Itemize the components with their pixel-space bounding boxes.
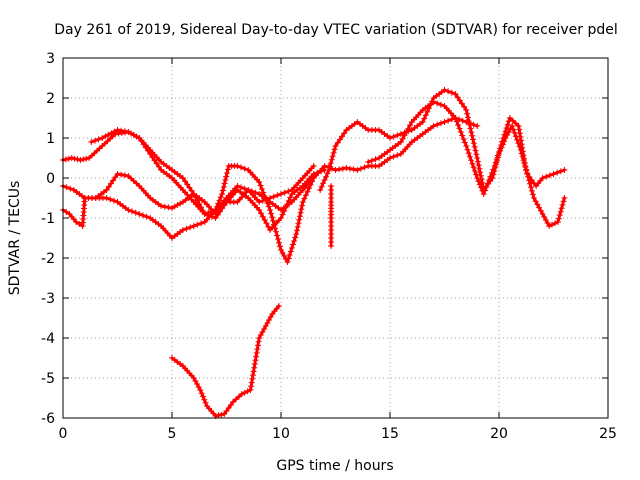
y-tick-label: 1 — [46, 131, 55, 147]
x-tick-label: 15 — [381, 426, 399, 442]
x-tick-label: 10 — [272, 426, 290, 442]
y-tick-label: -5 — [41, 371, 55, 387]
data-series — [60, 87, 568, 419]
series-markers — [169, 303, 282, 419]
y-tick-label: -3 — [41, 291, 55, 307]
series-arc-d — [60, 115, 481, 265]
axis-ticks: 0 5 10 15 20 25 -6 -5 -4 -3 -2 -1 0 1 2 3 — [41, 51, 617, 442]
plot-frame — [62, 57, 609, 419]
x-tick-label: 5 — [168, 426, 177, 442]
y-tick-label: 0 — [46, 171, 55, 187]
y-axis-label: SDTVAR / TECUs — [7, 181, 23, 296]
series-markers — [365, 99, 568, 229]
y-tick-label: -4 — [41, 331, 55, 347]
series-arc-h — [328, 183, 335, 249]
x-tick-label: 20 — [490, 426, 508, 442]
y-tick-label: -1 — [41, 211, 55, 227]
series-markers — [328, 183, 335, 249]
y-tick-label: -6 — [41, 411, 55, 427]
y-tick-label: 3 — [46, 51, 55, 67]
x-axis-label: GPS time / hours — [276, 458, 393, 474]
x-tick-label: 0 — [59, 426, 68, 442]
x-tick-label: 25 — [599, 426, 617, 442]
y-tick-label: 2 — [46, 91, 55, 107]
y-tick-label: -2 — [41, 251, 55, 267]
grid — [63, 58, 608, 418]
chart-title: Day 261 of 2019, Sidereal Day-to-day VTE… — [54, 22, 618, 38]
series-arc-f — [365, 99, 568, 229]
series-arc-g — [169, 303, 282, 419]
